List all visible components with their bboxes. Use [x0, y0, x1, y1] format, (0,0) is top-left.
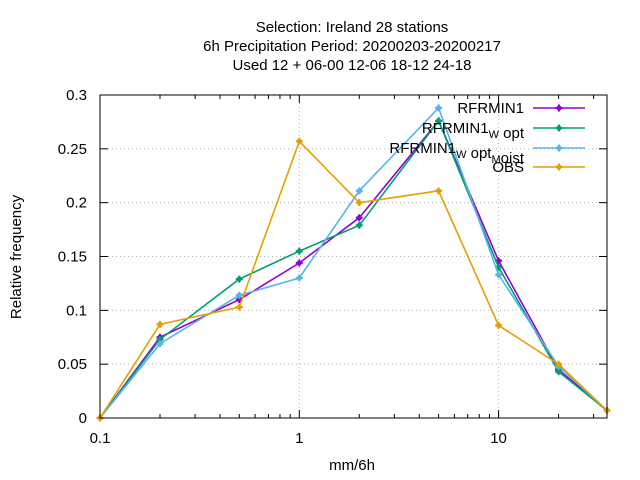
- y-tick-label: 0.25: [58, 141, 87, 158]
- series-point-dot: [555, 361, 562, 367]
- series-1: [96, 117, 611, 422]
- legend-label: RFRMIN1W opt: [422, 120, 525, 142]
- series-point-dot: [236, 292, 242, 298]
- series-point-dot: [157, 341, 163, 347]
- series-point-dot: [296, 138, 302, 144]
- legend-sample-dot: [556, 164, 562, 170]
- y-tick-label: 0.3: [66, 87, 87, 104]
- series-4: [96, 137, 611, 422]
- legend-sample-dot: [556, 125, 562, 131]
- series-point-dot: [495, 272, 502, 278]
- title-line-2: 6h Precipitation Period: 20200203-202002…: [203, 38, 501, 55]
- x-tick-label: 10: [490, 430, 507, 447]
- series-point-dot: [296, 260, 302, 266]
- series-point-dot: [356, 215, 362, 221]
- legend-sample-dot: [556, 145, 562, 151]
- y-tick-label: 0: [79, 410, 87, 427]
- y-tick-label: 0.1: [66, 302, 87, 319]
- series-point-dot: [236, 276, 242, 282]
- x-axis-label: mm/6h: [329, 457, 375, 474]
- series-point-dot: [495, 322, 502, 329]
- series-3: [96, 104, 611, 422]
- grid-lines: [100, 95, 607, 418]
- series-line: [99, 119, 608, 419]
- series-point-dot: [157, 321, 163, 327]
- series-point-dot: [157, 336, 163, 343]
- legend-entry-4: OBS: [492, 159, 585, 176]
- legend-entry-3: RFRMIN1W optMoist: [389, 140, 585, 167]
- x-tick-label: 1: [295, 430, 303, 447]
- series-point-dot: [435, 118, 442, 124]
- series-line: [99, 139, 608, 419]
- axis-ticks: [99, 94, 607, 419]
- legend-entry-1: RFRMIN1: [457, 100, 585, 117]
- y-tick-label: 0.15: [58, 249, 87, 266]
- series-point-dot: [236, 304, 242, 310]
- series-point-dot: [296, 275, 302, 281]
- y-tick-label: 0.05: [58, 356, 87, 373]
- series-point-dot: [495, 264, 502, 270]
- series-lines: [96, 104, 611, 422]
- y-tick-labels: 0 0.05 0.1 0.15 0.2 0.25 0.3: [58, 87, 87, 427]
- series-point-dot: [356, 222, 362, 228]
- series-line: [99, 106, 608, 419]
- series-point-dot: [296, 248, 302, 254]
- series-point-dot: [435, 188, 442, 194]
- legend-sample-dot: [556, 105, 562, 111]
- title-line-1: Selection: Ireland 28 stations: [256, 19, 449, 36]
- legend-label: OBS: [492, 159, 524, 176]
- x-tick-labels: 0.1 1 10: [90, 430, 507, 447]
- series-point-dot: [356, 200, 362, 206]
- series-point-dot: [236, 296, 242, 303]
- series-point-dot: [555, 369, 562, 375]
- series-point-dot: [356, 188, 362, 194]
- legend-entry-2: RFRMIN1W opt: [422, 120, 585, 142]
- x-tick-label: 0.1: [90, 430, 111, 447]
- chart-title: Selection: Ireland 28 stations 6h Precip…: [203, 19, 501, 74]
- series-2: [96, 117, 611, 422]
- y-tick-label: 0.2: [66, 195, 87, 212]
- series-line: [99, 119, 608, 419]
- series-point-dot: [435, 105, 442, 111]
- legend-label: RFRMIN1W optMoist: [389, 140, 524, 167]
- legend-label: RFRMIN1: [457, 100, 524, 117]
- title-line-3: Used 12 + 06-00 12-06 18-12 24-18: [233, 57, 472, 74]
- y-axis-label: Relative frequency: [8, 194, 25, 319]
